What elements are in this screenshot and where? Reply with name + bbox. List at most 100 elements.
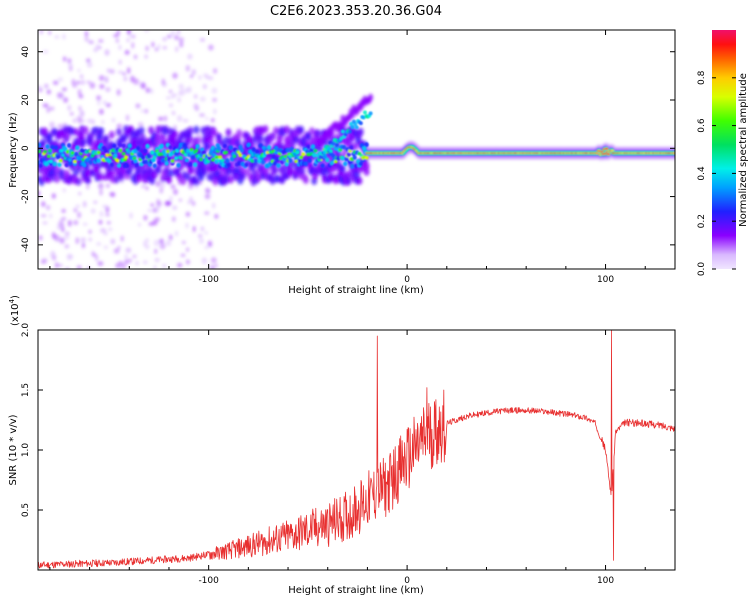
spectrogram-cell bbox=[56, 154, 61, 160]
spectrogram-cell bbox=[177, 97, 182, 103]
spectrogram-cell bbox=[98, 75, 105, 81]
spectrogram-cell bbox=[190, 155, 195, 160]
spectrogram-cell bbox=[103, 245, 109, 250]
spectrogram-cell bbox=[604, 147, 609, 150]
spectrogram-cell bbox=[62, 122, 68, 126]
spectrogram-cell bbox=[184, 158, 189, 163]
spectrogram-cell bbox=[57, 77, 64, 82]
spectrogram-cell bbox=[346, 152, 351, 158]
spectrogram-cell bbox=[212, 97, 218, 103]
spectrogram-cell bbox=[166, 176, 172, 185]
spectrogram-cell bbox=[159, 187, 164, 194]
spectrogram-cell bbox=[314, 129, 321, 138]
spectrogram-cell bbox=[72, 159, 77, 164]
spectrogram-cell bbox=[56, 224, 63, 231]
spectrogram-cell bbox=[125, 114, 130, 122]
spectrogram-cell bbox=[204, 245, 209, 250]
snr-plot-area bbox=[38, 330, 675, 569]
spectrogram-ytick-label: 20 bbox=[21, 94, 31, 106]
spectrogram-cell bbox=[168, 195, 173, 201]
spectrogram-cell bbox=[160, 157, 166, 163]
spectrogram-cell bbox=[315, 153, 320, 158]
spectrogram-cell bbox=[294, 159, 299, 164]
snr-ytick-label: 2.0 bbox=[21, 323, 31, 338]
spectrogram-cell bbox=[84, 37, 89, 42]
spectrogram-cell bbox=[339, 164, 346, 173]
spectrogram-cell bbox=[266, 145, 272, 151]
snr-xtick-label: 100 bbox=[597, 576, 614, 586]
spectrogram-cell bbox=[180, 177, 187, 186]
spectrogram-cell bbox=[94, 165, 101, 174]
spectrogram-cell bbox=[253, 158, 259, 164]
spectrogram-cell bbox=[178, 83, 184, 90]
spectrogram-cell bbox=[308, 127, 315, 136]
spectrogram-cell bbox=[307, 158, 312, 164]
spectrogram-cell bbox=[151, 171, 158, 179]
spectrogram-cell bbox=[146, 153, 151, 159]
spectrogram-cell bbox=[135, 103, 141, 109]
colorbar: 0.0 0.2 0.4 0.6 0.8 Normalized spectral ampl… bbox=[697, 30, 749, 276]
spectrogram-cell bbox=[48, 213, 53, 219]
spectrogram-cell bbox=[96, 158, 101, 164]
spectrogram-cell bbox=[325, 157, 330, 163]
spectrogram-cell bbox=[81, 79, 85, 86]
spectrogram-cell bbox=[38, 163, 43, 169]
spectrogram-cell bbox=[363, 162, 370, 171]
spectrogram-cell bbox=[115, 158, 120, 163]
spectrogram-cell bbox=[283, 154, 288, 159]
spectrogram-cell bbox=[81, 158, 86, 162]
spectrogram-cell bbox=[254, 149, 260, 155]
spectrogram-cell bbox=[185, 222, 189, 229]
spectrogram-cell bbox=[111, 117, 116, 123]
spectrogram-cell bbox=[162, 127, 169, 136]
spectrogram-xtick-label: 100 bbox=[597, 275, 614, 285]
spectrogram-cell bbox=[87, 40, 93, 44]
spectrogram-cell bbox=[70, 151, 75, 155]
spectrogram-cell bbox=[178, 156, 183, 160]
spectrogram-cell bbox=[44, 85, 49, 89]
spectrogram-cell bbox=[42, 103, 49, 108]
spectrogram-cell bbox=[157, 160, 162, 166]
spectrogram-cell bbox=[45, 144, 50, 150]
spectrogram-cell bbox=[46, 154, 51, 159]
snr-ticks: -100 0 100 0.5 1.0 1.5 2.0 bbox=[21, 323, 675, 586]
spectrogram-cell bbox=[129, 212, 133, 219]
spectrogram-cell bbox=[299, 167, 306, 175]
spectrogram-cell bbox=[151, 41, 155, 48]
spectrogram-cell bbox=[214, 155, 219, 159]
spectrogram-cell bbox=[257, 134, 264, 143]
spectrogram-cell bbox=[52, 161, 57, 167]
spectrogram-cell bbox=[124, 155, 129, 159]
spectrogram-cell bbox=[353, 163, 359, 169]
spectrogram-cell bbox=[246, 142, 251, 148]
spectrogram-cell bbox=[210, 118, 215, 123]
spectrogram-cell bbox=[70, 135, 75, 141]
spectrogram-cell bbox=[207, 155, 212, 161]
spectrogram-cell bbox=[368, 111, 373, 116]
spectrogram-cell bbox=[188, 165, 195, 174]
spectrogram-cell bbox=[78, 105, 82, 112]
spectrogram-cell bbox=[176, 115, 183, 122]
spectrogram-cell bbox=[198, 238, 205, 244]
spectrogram-cell bbox=[201, 166, 208, 175]
spectrogram-cell bbox=[120, 235, 124, 242]
spectrogram-cell bbox=[295, 150, 300, 155]
spectrogram-cell bbox=[357, 127, 364, 136]
spectrogram-cell bbox=[67, 219, 72, 227]
spectrogram-cell bbox=[186, 247, 190, 252]
spectrogram-cell bbox=[244, 162, 249, 168]
spectrogram-cell bbox=[105, 153, 110, 157]
spectrogram-cell bbox=[189, 74, 194, 78]
spectrogram-cell bbox=[38, 149, 42, 154]
spectrogram-cell bbox=[101, 204, 108, 209]
spectrogram-cell bbox=[134, 162, 139, 168]
spectrogram-cell bbox=[131, 42, 135, 49]
spectrogram-cell bbox=[163, 152, 168, 158]
spectrogram-cell bbox=[193, 162, 198, 168]
spectrogram-cell bbox=[118, 142, 123, 148]
spectrogram-cell bbox=[75, 177, 82, 186]
spectrogram-cell bbox=[54, 175, 61, 183]
spectrogram-cell bbox=[299, 155, 304, 160]
spectrogram-cell bbox=[173, 125, 177, 130]
spectrogram-cell bbox=[344, 156, 349, 162]
